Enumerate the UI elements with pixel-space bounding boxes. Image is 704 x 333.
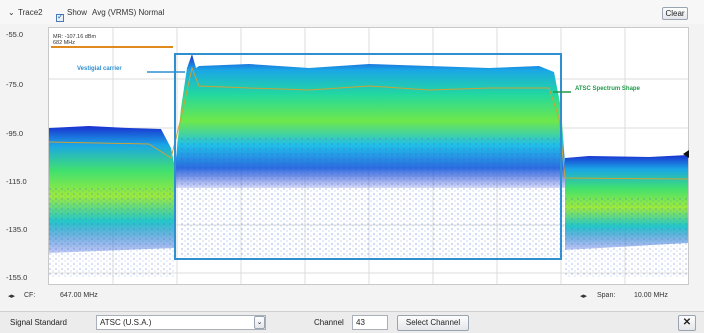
reference-arrow-icon[interactable] <box>683 150 689 158</box>
signal-standard-select[interactable]: ATSC (U.S.A.) <box>96 315 266 330</box>
vestigial-carrier-label: Vestigial carrier <box>77 66 122 72</box>
dropdown-arrow-icon[interactable]: ⌄ <box>254 316 265 329</box>
marker-line2: 682 MHz <box>53 40 76 46</box>
marker-line1: MR: -107.16 dBm <box>53 34 97 40</box>
cf-label: CF: <box>24 292 36 299</box>
channel-input[interactable]: 43 <box>352 315 388 330</box>
trace-mode: Avg (VRMS) Normal <box>92 8 165 17</box>
y-tick: -75.0 <box>6 80 24 89</box>
show-label: Show <box>67 8 88 17</box>
y-tick: -95.0 <box>6 129 24 138</box>
signal-standard-value: ATSC (U.S.A.) <box>100 318 152 327</box>
trace-toolbar: ⌄ Trace2 Show Avg (VRMS) Normal Clear <box>0 0 704 24</box>
y-tick: -55.0 <box>6 30 24 39</box>
y-tick: -115.0 <box>6 177 27 186</box>
show-checkbox[interactable] <box>56 12 64 22</box>
clear-button[interactable]: Clear <box>662 7 688 20</box>
cf-arrow-icon[interactable]: ◂▸ <box>8 293 16 300</box>
spectrum-display[interactable]: MR: -107.16 dBm 682 MHz Vestigial carrie… <box>48 27 689 285</box>
channel-box <box>174 53 562 260</box>
channel-label: Channel <box>314 318 344 327</box>
chevron-down-icon[interactable]: ⌄ <box>8 8 15 17</box>
y-tick: -135.0 <box>6 225 28 234</box>
atsc-shape-label: ATSC Spectrum Shape <box>575 86 640 92</box>
close-button[interactable]: ✕ <box>678 315 696 331</box>
select-channel-button[interactable]: Select Channel <box>397 315 469 331</box>
trace-name[interactable]: Trace2 <box>18 8 43 17</box>
span-arrow-icon[interactable]: ◂▸ <box>580 293 588 300</box>
y-tick: -155.0 <box>6 273 28 282</box>
spectrum-svg <box>49 28 688 284</box>
marker-readout: MR: -107.16 dBm 682 MHz <box>53 34 96 46</box>
cf-value: 647.00 MHz <box>60 292 98 299</box>
signal-standard-label: Signal Standard <box>10 318 67 327</box>
signal-standard-bar: Signal Standard ATSC (U.S.A.) ⌄ Channel … <box>0 311 704 333</box>
span-label: Span: <box>597 292 616 299</box>
span-value: 10.00 MHz <box>634 292 668 299</box>
